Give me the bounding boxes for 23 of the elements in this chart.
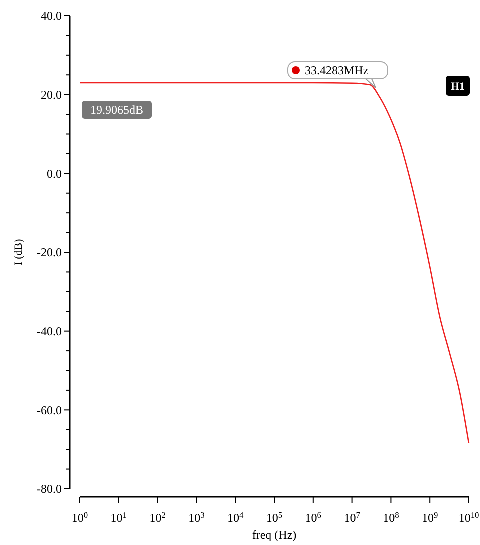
y-tick-label: 20.0 [41,88,62,102]
annotation: H1 [450,80,466,93]
y-tick-label: -20.0 [37,246,62,260]
x-tick-label: 10$^{7}$ [344,510,360,525]
y-tick-label: -80.0 [37,482,62,496]
x-tick-label: 10$^{4}$ [228,510,245,525]
x-tick-label: 10$^{3}$ [188,510,205,525]
y-tick-label: -40.0 [37,324,62,339]
y-tick-label: 40.0 [41,9,62,24]
y-tick-label: 0.0 [47,166,62,181]
y-axis-title: I (dB) [13,238,25,266]
x-tick-label: 10$^{5}$ [266,510,283,525]
annotation: 19.9065dB [90,103,144,118]
annotation: 33.4283MHz [305,64,369,78]
y-tick-label: -60.0 [37,403,62,418]
x-tick-label: 10$^{6}$ [305,510,322,525]
x-tick-label: 10$^{2}$ [150,510,166,525]
x-tick-label: 10$^{0}$ [72,510,88,525]
x-tick-label: 10$^{8}$ [383,510,400,525]
x-tick-label: 10$^{9}$ [422,510,438,525]
x-axis-title: freq (Hz) [252,528,297,542]
x-tick-label: 10$^{10}$ [458,510,480,525]
x-tick-label: 10$^{1}$ [110,510,127,525]
